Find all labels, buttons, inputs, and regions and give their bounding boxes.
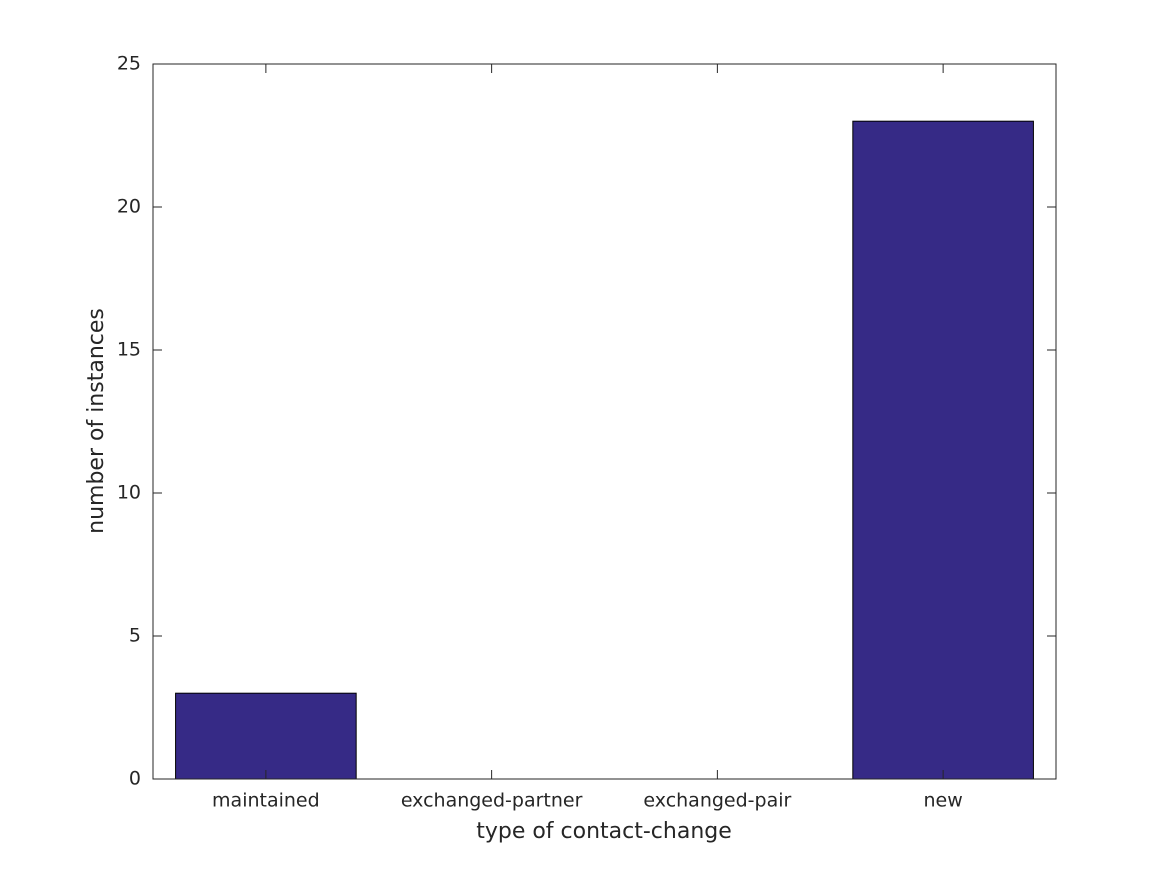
x-axis-label: type of contact-change [476, 819, 732, 844]
x-tick-label: new [923, 790, 962, 812]
x-tick-label: exchanged-partner [401, 790, 583, 812]
y-tick-label: 0 [129, 768, 141, 790]
y-tick-label: 25 [117, 53, 141, 75]
y-tick-label: 10 [117, 482, 141, 504]
y-tick-label: 15 [117, 339, 141, 361]
y-axis-label: number of instances [84, 308, 109, 534]
x-tick-label: exchanged-pair [643, 790, 791, 812]
x-tick-label: maintained [212, 790, 320, 812]
bar [852, 120, 1034, 780]
y-tick-label: 20 [117, 196, 141, 218]
bar [175, 692, 357, 780]
y-tick-label: 5 [129, 625, 141, 647]
plot-frame [152, 63, 1057, 780]
